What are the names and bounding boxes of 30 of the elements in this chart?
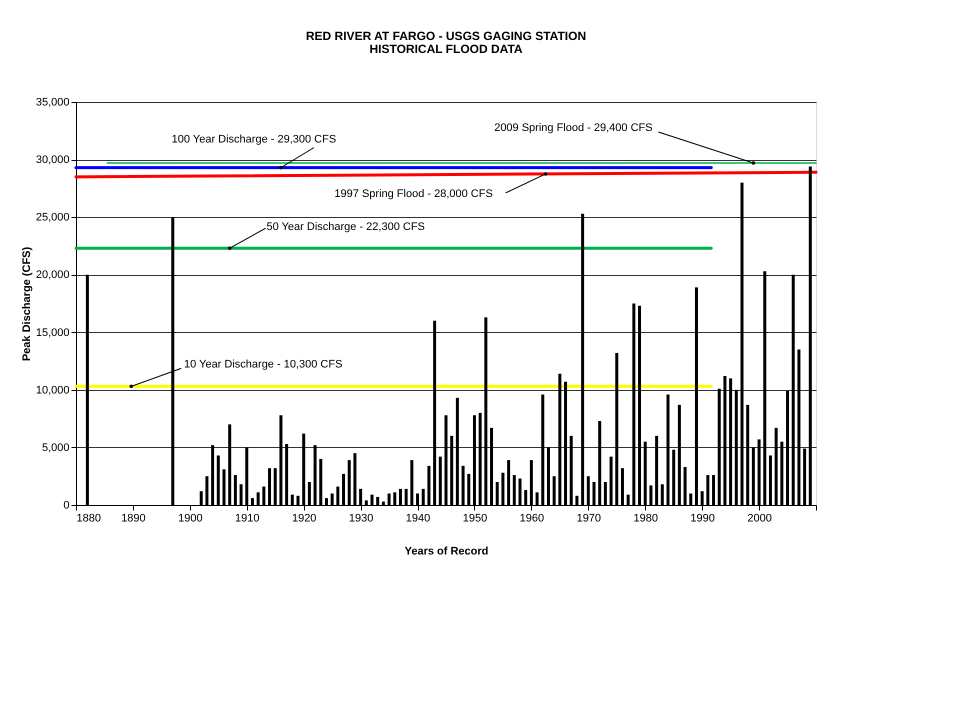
x-tick-label: 1930 bbox=[348, 512, 374, 524]
y-tick-label: 0 bbox=[63, 500, 70, 512]
annotation: 50 Year Discharge - 22,300 CFS bbox=[266, 221, 425, 234]
chart-subtitle: HISTORICAL FLOOD DATA bbox=[369, 42, 523, 56]
y-axis-title: Peak Discharge (CFS) bbox=[20, 246, 33, 362]
x-tick-label: 1980 bbox=[633, 512, 658, 524]
y-tick-label: 25,000 bbox=[36, 212, 70, 224]
x-tick-label: 1900 bbox=[178, 512, 203, 524]
x-tick-label: 1960 bbox=[520, 512, 544, 524]
x-tick-label: 1950 bbox=[462, 512, 488, 524]
x-tick-label: 1990 bbox=[690, 512, 715, 524]
x-tick-label: 1920 bbox=[292, 512, 316, 524]
annotation: 2009 Spring Flood - 29,400 CFS bbox=[494, 122, 653, 134]
annotation: 10 Year Discharge - 10,300 CFS bbox=[184, 358, 342, 370]
y-tick-label: 30,000 bbox=[36, 154, 70, 166]
y-tick-label: 20,000 bbox=[36, 269, 70, 282]
annotation: 1997 Spring Flood - 28,000 CFS bbox=[334, 188, 493, 200]
x-tick-label: 1890 bbox=[121, 512, 146, 524]
annotation: 100 Year Discharge - 29,300 CFS bbox=[172, 134, 336, 146]
chart-title: RED RIVER AT FARGO - USGS GAGING STATION bbox=[306, 29, 586, 43]
x-tick-label: 1880 bbox=[76, 512, 101, 524]
y-tick-label: 5,000 bbox=[42, 442, 70, 454]
x-tick-label: 1940 bbox=[406, 512, 430, 524]
x-tick-label: 2000 bbox=[747, 512, 772, 524]
y-tick-label: 15,000 bbox=[36, 326, 70, 339]
x-tick-label: 1970 bbox=[576, 512, 602, 524]
x-axis-title: Years of Record bbox=[404, 546, 488, 558]
y-tick-label: 10,000 bbox=[36, 384, 70, 396]
y-tick-label: 35,000 bbox=[36, 96, 70, 108]
x-tick-label: 1910 bbox=[235, 512, 260, 524]
